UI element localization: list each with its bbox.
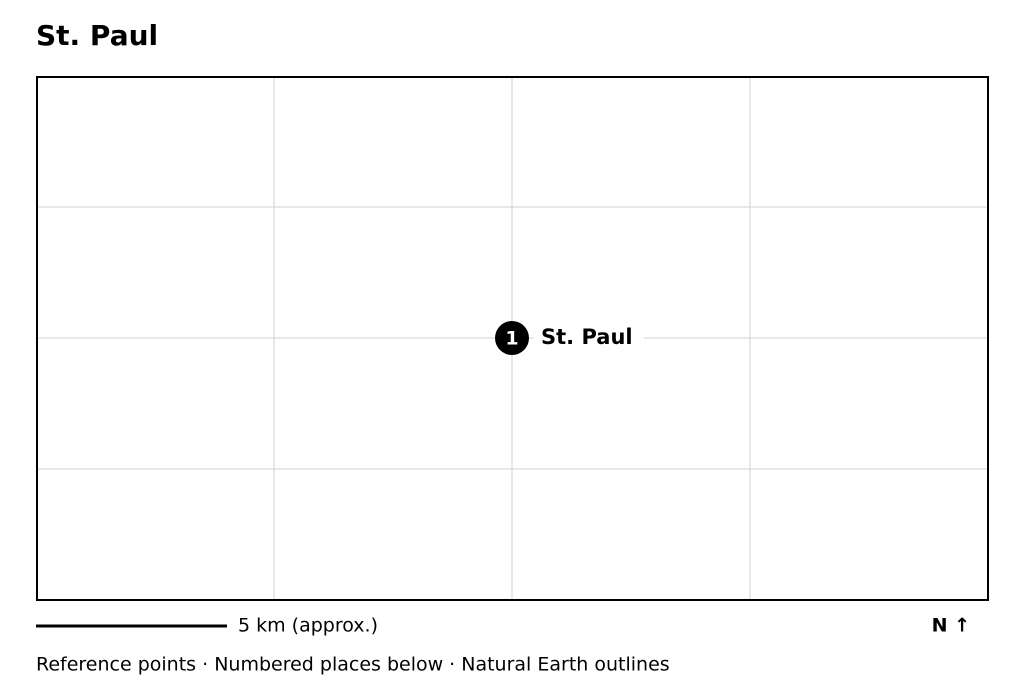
map-frame [36,76,989,601]
scale-label: 5 km (approx.) [238,615,378,637]
north-arrow: N ↑ [932,615,970,637]
place-label: St. Paul [541,325,633,349]
map-title: St. Paul [36,19,158,52]
footer-note: Reference points · Numbered places below… [36,654,670,676]
marker-number: 1 [505,328,518,350]
place-marker[interactable] [495,321,529,355]
label-halo [534,324,644,352]
